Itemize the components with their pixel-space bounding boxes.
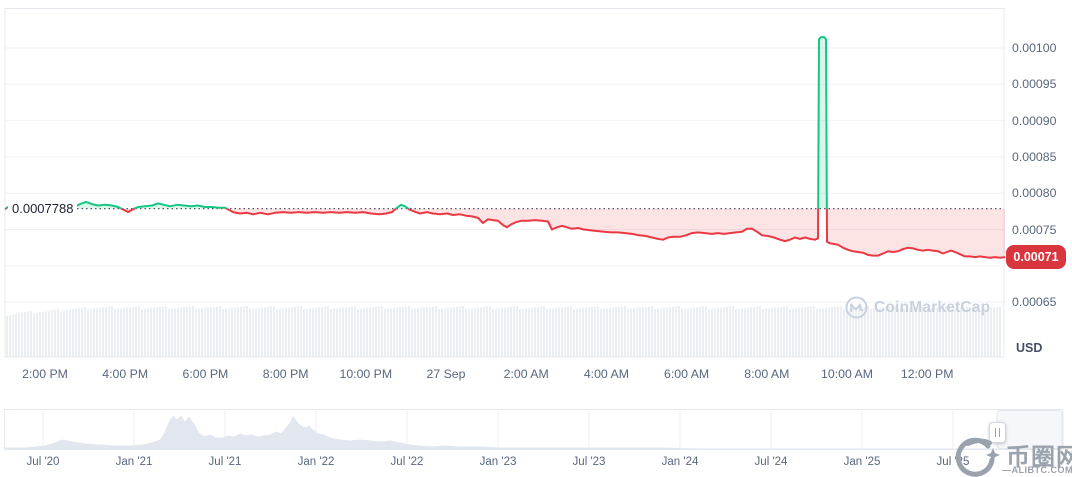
plot-border <box>4 8 1005 358</box>
site-name: 币圈网 <box>1006 444 1072 471</box>
x-axis-tick-label: 6:00 PM <box>182 367 229 381</box>
x-axis-tick-label: 2:00 PM <box>22 367 68 381</box>
handle-grip-icon <box>994 428 997 437</box>
navigator-tick-label: Jul '24 <box>754 456 788 468</box>
site-logo-icon <box>955 437 1000 477</box>
navigator-tick-label: Jan '24 <box>661 456 699 468</box>
coinmarketcap-watermark: CoinMarketCap <box>845 296 990 319</box>
y-axis-tick-label: 0.00065 <box>1012 295 1057 310</box>
y-axis-tick-label: 0.00100 <box>1012 41 1057 55</box>
navigator-tick-label: Jul '23 <box>572 456 606 468</box>
navigator-handle[interactable] <box>989 422 1006 443</box>
gridlines <box>5 47 1004 303</box>
navigator-tick-label: Jan '22 <box>297 456 335 468</box>
site-domain: —ALIBTC.COM— <box>1002 465 1072 475</box>
x-axis-tick-label: 10:00 PM <box>339 367 393 381</box>
navigator-tick-label: Jul '22 <box>390 456 424 468</box>
x-axis-tick-label: 4:00 PM <box>102 367 149 381</box>
navigator-tick-label: Jul '21 <box>208 456 242 468</box>
x-axis-tick-label: 6:00 AM <box>664 367 710 381</box>
navigator-tick-label: Jan '23 <box>479 456 517 468</box>
navigator-tick-label: Jul '20 <box>26 456 60 468</box>
current-price-badge: 0.00071 <box>1006 245 1066 270</box>
volume-bars <box>6 306 1001 357</box>
x-axis-tick-label: 27 Sep <box>426 367 466 381</box>
x-axis-tick-label: 2:00 AM <box>503 367 549 381</box>
x-axis-tick-label: 10:00 AM <box>821 367 873 381</box>
price-line-down <box>4 208 1006 259</box>
x-axis-tick-label: 8:00 PM <box>262 367 309 381</box>
navigator-area <box>5 415 1062 450</box>
price-area-down <box>5 208 1005 258</box>
y-axis-tick-label: 0.00080 <box>1012 186 1057 201</box>
x-axis-tick-label: 8:00 AM <box>744 367 790 381</box>
x-axis-tick-label: 4:00 AM <box>583 367 629 381</box>
y-axis-tick-label: 0.00075 <box>1012 222 1057 237</box>
navigator-tick-label: Jan '21 <box>115 456 153 468</box>
handle-grip-icon <box>998 428 1001 437</box>
site-watermark: 币圈网 —ALIBTC.COM— <box>948 432 1072 477</box>
x-axis-tick-label: 12:00 PM <box>900 367 954 381</box>
navigator-tick-label: Jan '25 <box>843 456 881 468</box>
y-axis-tick-label: 0.00095 <box>1012 77 1057 92</box>
y-axis-tick-label: 0.00085 <box>1012 149 1057 164</box>
baseline-price-label: 0.0007788 <box>8 200 78 218</box>
timeline-navigator[interactable] <box>4 409 1064 450</box>
y-axis-tick-label: 0.00090 <box>1012 113 1057 128</box>
y-axis-unit: USD <box>1016 341 1043 355</box>
price-line-up <box>4 36 828 209</box>
coinmarketcap-logo-icon <box>845 296 868 319</box>
coinmarketcap-label: CoinMarketCap <box>874 298 991 316</box>
